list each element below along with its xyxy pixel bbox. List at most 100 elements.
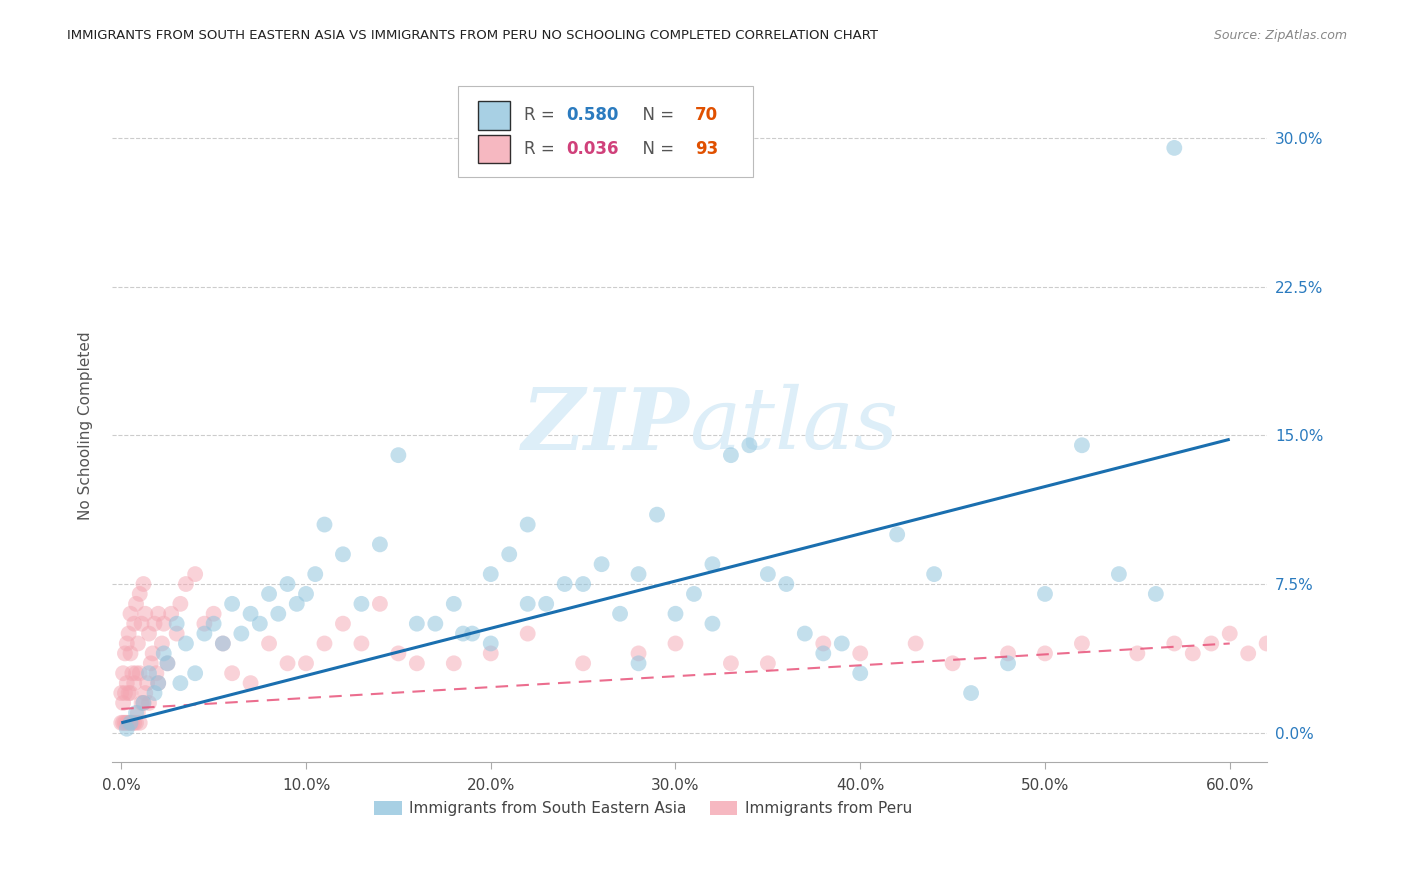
Point (148, 676, 170, 690)
Point (516, 626, 538, 640)
Point (143, 686, 166, 700)
Point (174, 577, 197, 591)
Point (1126, 647, 1149, 661)
Point (387, 448, 409, 462)
Point (756, 567, 779, 582)
Point (922, 567, 945, 582)
Point (304, 567, 326, 582)
Point (813, 636, 835, 650)
Point (683, 587, 706, 601)
Point (368, 537, 391, 551)
Point (138, 666, 160, 681)
Point (132, 696, 155, 710)
Point (212, 636, 235, 650)
Point (1033, 647, 1056, 661)
Point (160, 607, 183, 621)
Point (115, 636, 138, 650)
Point (1199, 636, 1222, 650)
Point (132, 577, 155, 591)
Point (114, 647, 136, 661)
Point (115, 676, 138, 690)
FancyBboxPatch shape (478, 135, 510, 163)
Point (139, 657, 162, 671)
Point (156, 657, 179, 671)
Point (572, 657, 595, 671)
Point (125, 666, 148, 681)
Point (115, 715, 138, 730)
Point (202, 616, 225, 631)
Point (516, 597, 538, 611)
Point (702, 558, 724, 572)
Point (1163, 141, 1185, 155)
Text: 93: 93 (695, 140, 718, 158)
Point (332, 616, 354, 631)
Point (443, 657, 465, 671)
Point (193, 626, 215, 640)
Point (152, 616, 174, 631)
Point (831, 636, 853, 650)
FancyBboxPatch shape (458, 87, 752, 178)
Point (609, 607, 631, 621)
Point (122, 616, 145, 631)
Point (942, 657, 965, 671)
Point (125, 715, 148, 730)
Point (120, 607, 142, 621)
Point (117, 686, 139, 700)
Point (1071, 438, 1094, 452)
Point (664, 636, 686, 650)
Point (793, 626, 815, 640)
Point (127, 636, 149, 650)
Point (110, 686, 132, 700)
Point (184, 567, 207, 582)
Point (166, 626, 188, 640)
Point (112, 715, 135, 730)
Point (645, 508, 668, 522)
Point (221, 666, 243, 681)
Point (122, 676, 145, 690)
Point (138, 626, 160, 640)
Point (332, 547, 354, 561)
Point (997, 657, 1019, 671)
Point (148, 676, 170, 690)
Point (314, 636, 336, 650)
Point (1310, 636, 1333, 650)
Point (231, 626, 253, 640)
Point (145, 666, 167, 681)
Point (166, 616, 188, 631)
Text: 0.036: 0.036 (565, 140, 619, 158)
Point (738, 438, 761, 452)
Point (479, 647, 502, 661)
Point (756, 657, 779, 671)
Point (221, 597, 243, 611)
Point (516, 517, 538, 532)
Point (112, 666, 135, 681)
Point (1144, 587, 1167, 601)
Point (443, 597, 465, 611)
Point (572, 577, 595, 591)
Point (257, 587, 280, 601)
Point (314, 517, 336, 532)
Point (664, 607, 686, 621)
Text: ZIP: ZIP (522, 384, 689, 467)
Point (387, 647, 409, 661)
Point (554, 577, 576, 591)
Point (212, 636, 235, 650)
Point (1292, 626, 1315, 640)
Point (1071, 636, 1094, 650)
Point (112, 696, 135, 710)
Point (257, 636, 280, 650)
Point (114, 715, 136, 730)
Point (150, 636, 173, 650)
Point (350, 636, 373, 650)
Point (184, 666, 207, 681)
Point (627, 647, 650, 661)
Point (1163, 636, 1185, 650)
Point (169, 676, 191, 690)
Point (152, 647, 174, 661)
Point (114, 686, 136, 700)
Point (886, 527, 908, 541)
Text: 70: 70 (695, 106, 718, 124)
Point (128, 587, 150, 601)
Text: IMMIGRANTS FROM SOUTH EASTERN ASIA VS IMMIGRANTS FROM PERU NO SCHOOLING COMPLETE: IMMIGRANTS FROM SOUTH EASTERN ASIA VS IM… (67, 29, 879, 42)
Point (1033, 587, 1056, 601)
